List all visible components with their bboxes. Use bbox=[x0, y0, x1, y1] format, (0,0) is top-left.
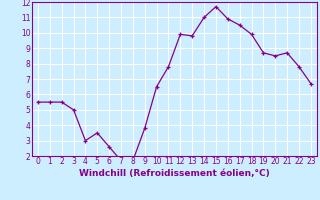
X-axis label: Windchill (Refroidissement éolien,°C): Windchill (Refroidissement éolien,°C) bbox=[79, 169, 270, 178]
